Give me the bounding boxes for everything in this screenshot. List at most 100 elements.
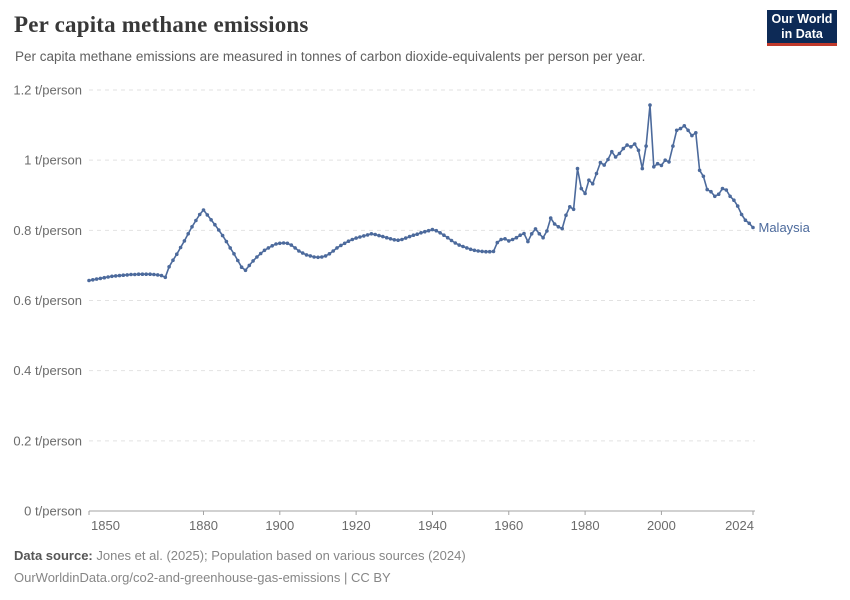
- data-point[interactable]: [728, 194, 732, 199]
- data-point[interactable]: [552, 222, 557, 226]
- data-point[interactable]: [400, 237, 404, 242]
- data-point[interactable]: [205, 213, 210, 217]
- data-point[interactable]: [373, 232, 378, 237]
- data-point[interactable]: [579, 186, 584, 191]
- data-point[interactable]: [182, 239, 187, 243]
- data-point[interactable]: [201, 208, 206, 212]
- data-point[interactable]: [438, 231, 442, 235]
- data-point[interactable]: [541, 235, 545, 240]
- data-point[interactable]: [747, 221, 751, 226]
- data-point[interactable]: [91, 278, 95, 282]
- data-point[interactable]: [266, 246, 271, 250]
- data-point[interactable]: [236, 258, 240, 263]
- data-point[interactable]: [110, 274, 114, 279]
- data-point[interactable]: [331, 249, 336, 253]
- data-point[interactable]: [514, 235, 519, 240]
- data-point[interactable]: [522, 231, 526, 236]
- data-point[interactable]: [625, 143, 629, 147]
- data-point[interactable]: [224, 239, 229, 244]
- data-point[interactable]: [724, 188, 729, 192]
- data-point[interactable]: [327, 252, 332, 256]
- data-point[interactable]: [117, 273, 122, 278]
- data-point[interactable]: [671, 144, 675, 148]
- data-point[interactable]: [610, 149, 614, 154]
- data-point[interactable]: [411, 233, 416, 237]
- data-point[interactable]: [163, 275, 168, 280]
- data-point[interactable]: [342, 241, 347, 246]
- data-point[interactable]: [686, 128, 690, 133]
- data-point[interactable]: [243, 268, 248, 273]
- data-point[interactable]: [335, 246, 339, 250]
- data-point[interactable]: [518, 233, 522, 237]
- data-point[interactable]: [537, 232, 542, 236]
- data-point[interactable]: [503, 237, 507, 241]
- data-point[interactable]: [354, 236, 358, 240]
- data-point[interactable]: [388, 237, 393, 241]
- data-point[interactable]: [732, 198, 736, 202]
- data-point[interactable]: [690, 133, 694, 138]
- data-point[interactable]: [445, 235, 450, 240]
- data-point[interactable]: [743, 218, 748, 222]
- data-point[interactable]: [652, 165, 656, 169]
- data-point[interactable]: [678, 126, 683, 131]
- data-point[interactable]: [197, 212, 202, 217]
- data-point[interactable]: [213, 222, 217, 227]
- data-point[interactable]: [556, 225, 561, 229]
- data-point[interactable]: [358, 235, 362, 239]
- data-point[interactable]: [186, 232, 190, 236]
- data-point[interactable]: [251, 259, 255, 263]
- data-point[interactable]: [350, 237, 355, 242]
- data-point[interactable]: [152, 272, 156, 277]
- data-point[interactable]: [560, 226, 564, 231]
- data-point[interactable]: [365, 233, 370, 237]
- data-point[interactable]: [480, 249, 484, 254]
- data-point[interactable]: [396, 238, 400, 242]
- data-point[interactable]: [533, 227, 538, 231]
- data-point[interactable]: [144, 272, 148, 277]
- data-point[interactable]: [255, 255, 259, 259]
- data-point[interactable]: [426, 228, 431, 233]
- data-point[interactable]: [403, 236, 408, 240]
- data-point[interactable]: [655, 161, 660, 166]
- data-point[interactable]: [136, 272, 141, 277]
- data-point[interactable]: [190, 225, 194, 229]
- data-point[interactable]: [384, 235, 389, 240]
- data-point[interactable]: [548, 216, 553, 220]
- data-point[interactable]: [320, 255, 324, 259]
- data-point[interactable]: [407, 234, 412, 239]
- data-point[interactable]: [602, 163, 606, 167]
- data-point[interactable]: [171, 258, 175, 263]
- data-point[interactable]: [751, 225, 755, 230]
- data-point[interactable]: [442, 233, 446, 237]
- data-point[interactable]: [262, 248, 267, 253]
- data-point[interactable]: [274, 242, 278, 246]
- data-point[interactable]: [289, 243, 294, 247]
- data-point[interactable]: [415, 232, 420, 236]
- data-point[interactable]: [739, 212, 744, 217]
- data-point[interactable]: [621, 146, 626, 151]
- data-point[interactable]: [430, 227, 435, 232]
- data-point[interactable]: [308, 254, 313, 258]
- data-point[interactable]: [487, 249, 492, 254]
- data-point[interactable]: [720, 186, 725, 191]
- data-point[interactable]: [281, 241, 286, 245]
- data-point[interactable]: [220, 233, 225, 238]
- data-point[interactable]: [323, 254, 328, 258]
- data-point[interactable]: [713, 194, 717, 199]
- data-point[interactable]: [239, 265, 244, 270]
- data-point[interactable]: [663, 158, 667, 162]
- data-point[interactable]: [316, 255, 320, 260]
- data-point[interactable]: [461, 244, 465, 249]
- data-point[interactable]: [270, 244, 275, 248]
- data-point[interactable]: [94, 277, 99, 281]
- data-point[interactable]: [629, 145, 633, 149]
- data-point[interactable]: [258, 251, 263, 256]
- data-point[interactable]: [526, 239, 530, 244]
- data-point[interactable]: [606, 157, 610, 162]
- data-point[interactable]: [682, 124, 687, 128]
- data-point[interactable]: [529, 232, 534, 236]
- data-point[interactable]: [102, 275, 107, 280]
- series-line-malaysia[interactable]: [88, 104, 754, 282]
- data-point[interactable]: [510, 237, 515, 242]
- data-point[interactable]: [583, 191, 587, 196]
